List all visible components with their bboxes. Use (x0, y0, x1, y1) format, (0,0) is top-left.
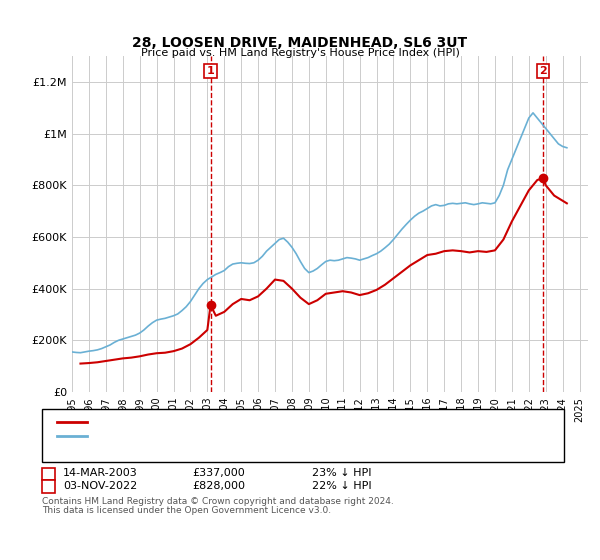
Text: 1: 1 (206, 66, 214, 76)
Text: Price paid vs. HM Land Registry's House Price Index (HPI): Price paid vs. HM Land Registry's House … (140, 48, 460, 58)
Text: 28, LOOSEN DRIVE, MAIDENHEAD, SL6 3UT: 28, LOOSEN DRIVE, MAIDENHEAD, SL6 3UT (133, 36, 467, 50)
Text: Contains HM Land Registry data © Crown copyright and database right 2024.: Contains HM Land Registry data © Crown c… (42, 497, 394, 506)
Text: 2: 2 (539, 66, 547, 76)
Text: HPI: Average price, detached house, Windsor and Maidenhead: HPI: Average price, detached house, Wind… (93, 431, 418, 441)
Text: 2: 2 (45, 481, 52, 491)
Text: 28, LOOSEN DRIVE, MAIDENHEAD, SL6 3UT (detached house): 28, LOOSEN DRIVE, MAIDENHEAD, SL6 3UT (d… (93, 417, 412, 427)
Text: £828,000: £828,000 (192, 481, 245, 491)
Text: 14-MAR-2003: 14-MAR-2003 (63, 468, 138, 478)
Text: This data is licensed under the Open Government Licence v3.0.: This data is licensed under the Open Gov… (42, 506, 331, 515)
Text: 1: 1 (45, 468, 52, 478)
Text: 03-NOV-2022: 03-NOV-2022 (63, 481, 137, 491)
Text: 23% ↓ HPI: 23% ↓ HPI (312, 468, 371, 478)
Text: £337,000: £337,000 (192, 468, 245, 478)
Text: 22% ↓ HPI: 22% ↓ HPI (312, 481, 371, 491)
